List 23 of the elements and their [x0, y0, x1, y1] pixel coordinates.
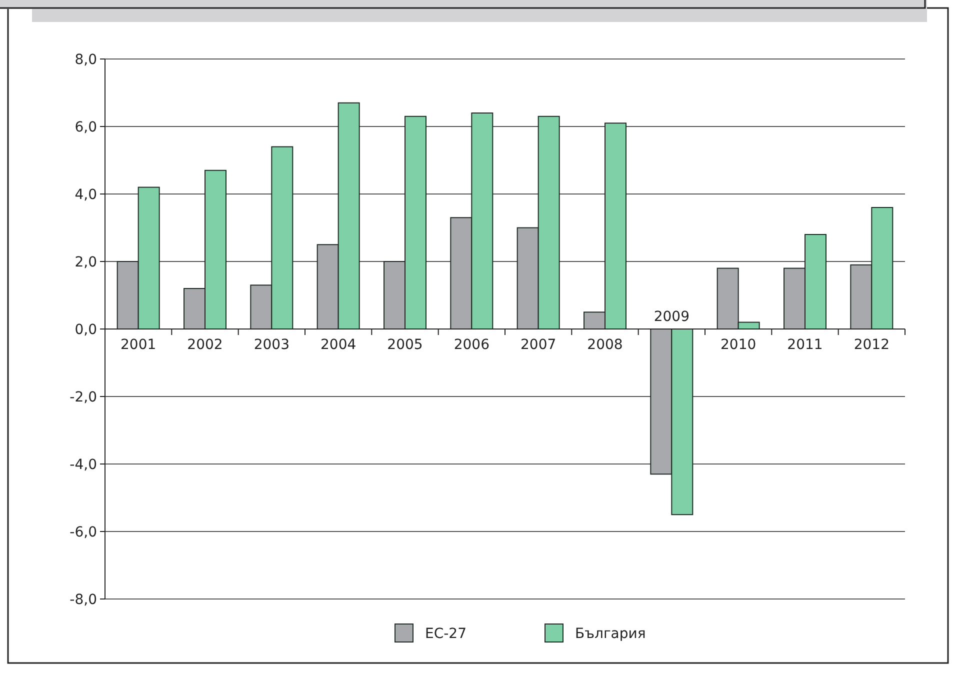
legend-label: ЕС-27 — [425, 626, 466, 642]
y-tick-label: 4,0 — [74, 186, 97, 203]
x-tick-label: 2009 — [654, 309, 690, 325]
y-tick-label: 8,0 — [74, 52, 97, 68]
y-tick-label: 6,0 — [74, 119, 97, 136]
x-tick-label: 2005 — [387, 337, 423, 353]
y-tick-label: -4,0 — [70, 456, 97, 473]
x-tick-label: 2010 — [720, 337, 756, 353]
x-tick-label: 2004 — [320, 337, 356, 353]
y-tick-label: -8,0 — [70, 592, 97, 608]
y-tick-label: -2,0 — [70, 389, 97, 406]
y-tick-label: 0,0 — [74, 322, 97, 338]
x-tick-label: 2007 — [520, 337, 556, 353]
x-tick-label: 2002 — [187, 337, 223, 353]
x-tick-label: 2008 — [587, 337, 623, 353]
legend-label: България — [575, 626, 646, 642]
x-tick-label: 2011 — [787, 337, 823, 353]
x-tick-label: 2003 — [254, 337, 290, 353]
y-tick-label: -6,0 — [70, 524, 97, 540]
x-tick-label: 2006 — [454, 337, 490, 353]
x-tick-label: 2012 — [854, 337, 890, 353]
y-tick-label: 2,0 — [74, 254, 97, 270]
x-tick-label: 2001 — [120, 337, 156, 353]
